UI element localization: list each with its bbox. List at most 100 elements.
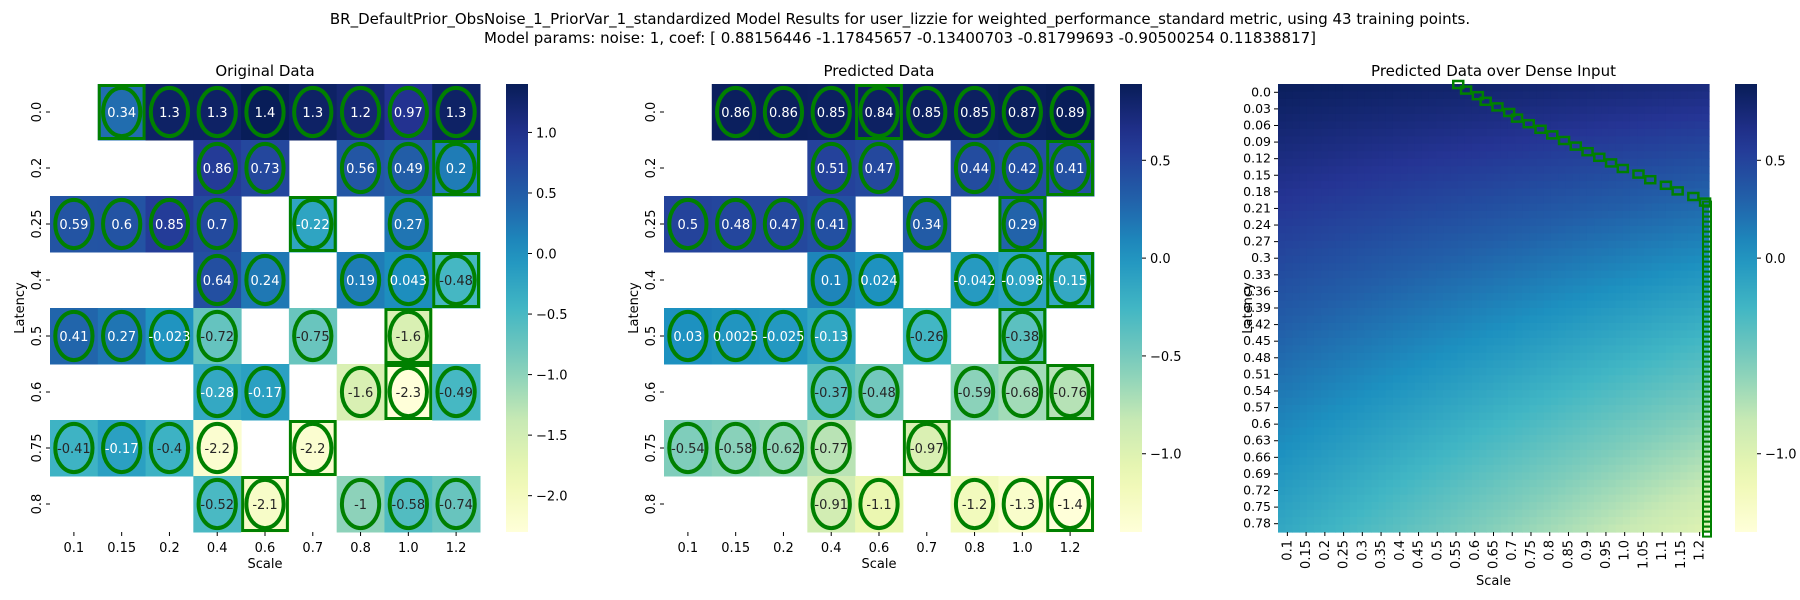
dense-heatmap-cell (1443, 128, 1451, 137)
dense-heatmap-cell (1306, 382, 1315, 391)
dense-heatmap-cell (1550, 434, 1559, 443)
dense-heatmap-cell (1572, 345, 1581, 354)
dense-heatmap-cell (1464, 427, 1473, 436)
dense-heatmap-cell (1292, 106, 1301, 115)
dense-heatmap-cell (1313, 330, 1322, 339)
dense-heatmap-cell (1378, 181, 1387, 190)
dense-heatmap-cell (1421, 173, 1430, 182)
dense-heatmap-cell (1529, 196, 1538, 205)
dense-heatmap-cell (1673, 367, 1681, 376)
dense-heatmap-cell (1371, 188, 1380, 197)
dense-heatmap-cell (1349, 151, 1358, 160)
dense-heatmap-cell (1313, 315, 1322, 324)
dense-heatmap-cell (1313, 91, 1322, 100)
dense-heatmap-cell (1357, 233, 1365, 242)
dense-heatmap-cell (1421, 434, 1430, 443)
dense-heatmap-cell (1608, 509, 1617, 518)
dense-heatmap-cell (1694, 360, 1703, 369)
dense-heatmap-cell (1558, 494, 1566, 503)
dense-heatmap-cell (1321, 255, 1329, 264)
dense-heatmap-cell (1457, 225, 1466, 234)
dense-heatmap-cell (1687, 166, 1696, 175)
dense-heatmap-cell (1328, 330, 1337, 339)
dense-heatmap-cell (1507, 240, 1516, 249)
dense-heatmap-cell (1622, 181, 1631, 190)
dense-heatmap-cell (1486, 203, 1495, 212)
dense-heatmap-cell (1522, 375, 1531, 384)
heatmap-cell (241, 252, 290, 309)
dense-heatmap-cell (1321, 278, 1329, 287)
dense-heatmap-cell (1615, 203, 1624, 212)
cell-value-label: -0.4 (157, 442, 182, 457)
dense-heatmap-cell (1385, 502, 1394, 511)
dense-heatmap-cell (1558, 151, 1566, 160)
dense-heatmap-cell (1479, 360, 1487, 369)
dense-heatmap-cell (1558, 106, 1566, 115)
dense-heatmap-cell (1608, 113, 1617, 122)
x-tick-label: 0.85 (1561, 540, 1576, 569)
y-tick-label: 0.45 (1243, 333, 1271, 348)
dense-heatmap-cell (1378, 345, 1387, 354)
dense-heatmap-cell (1515, 464, 1523, 473)
dense-heatmap-cell (1450, 479, 1459, 488)
dense-heatmap-cell (1321, 308, 1329, 317)
dense-heatmap-cell (1644, 113, 1653, 122)
dense-heatmap-cell (1471, 434, 1480, 443)
dense-heatmap-cell (1701, 390, 1710, 399)
dense-heatmap-cell (1701, 494, 1710, 503)
dense-heatmap-cell (1357, 278, 1365, 287)
dense-heatmap-cell (1471, 330, 1480, 339)
x-tick-label: 0.1 (64, 541, 85, 556)
dense-heatmap-cell (1371, 457, 1380, 466)
dense-heatmap-cell (1392, 352, 1401, 361)
y-tick-label: 0.24 (1243, 217, 1271, 232)
dense-heatmap-cell (1608, 91, 1617, 100)
dense-heatmap-cell (1500, 360, 1509, 369)
dense-heatmap-cell (1665, 203, 1674, 212)
dense-heatmap-cell (1278, 98, 1286, 107)
dense-heatmap-cell (1328, 397, 1337, 406)
dense-heatmap-cell (1342, 487, 1351, 496)
dense-heatmap-cell (1651, 218, 1660, 227)
dense-heatmap-cell (1601, 181, 1610, 190)
dense-heatmap-cell (1385, 494, 1394, 503)
dense-heatmap-cell (1428, 91, 1437, 100)
cell-value-label: 1.3 (446, 106, 467, 121)
dense-heatmap-cell (1622, 225, 1631, 234)
dense-heatmap-cell (1385, 330, 1394, 339)
dense-heatmap-cell (1500, 487, 1509, 496)
dense-heatmap-cell (1464, 91, 1473, 100)
dense-heatmap-cell (1622, 517, 1631, 526)
dense-heatmap-cell (1608, 449, 1617, 458)
dense-heatmap-cell (1400, 158, 1408, 167)
dense-heatmap-cell (1407, 360, 1416, 369)
dense-heatmap-cell (1428, 352, 1437, 361)
dense-heatmap-cell (1278, 375, 1286, 384)
dense-heatmap-cell (1349, 509, 1358, 518)
dense-heatmap-cell (1457, 405, 1466, 414)
dense-heatmap-cell (1321, 181, 1329, 190)
dense-heatmap-cell (1665, 263, 1674, 272)
dense-heatmap-cell (1615, 420, 1624, 429)
dense-heatmap-cell (1543, 143, 1552, 152)
dense-heatmap-cell (1680, 181, 1689, 190)
dense-heatmap-cell (1385, 151, 1394, 160)
heatmap-cell (288, 420, 338, 477)
dense-heatmap-cell (1407, 420, 1416, 429)
dense-heatmap-cell (1285, 278, 1293, 287)
cell-value-label: -0.17 (248, 386, 282, 401)
dense-heatmap-cell (1673, 420, 1681, 429)
dense-heatmap-cell (1371, 360, 1380, 369)
dense-heatmap-cell (1701, 106, 1710, 115)
dense-heatmap-cell (1701, 210, 1710, 219)
dense-heatmap-cell (1658, 308, 1667, 317)
dense-heatmap-cell (1615, 397, 1624, 406)
heatmap-cell (855, 140, 904, 197)
dense-heatmap-cell (1629, 427, 1638, 436)
dense-heatmap-cell (1644, 367, 1653, 376)
dense-heatmap-cell (1378, 225, 1387, 234)
dense-heatmap-cell (1522, 502, 1531, 511)
dense-heatmap-cell (1457, 472, 1466, 481)
dense-heatmap-cell (1579, 308, 1588, 317)
marker-ellipse (196, 309, 238, 363)
